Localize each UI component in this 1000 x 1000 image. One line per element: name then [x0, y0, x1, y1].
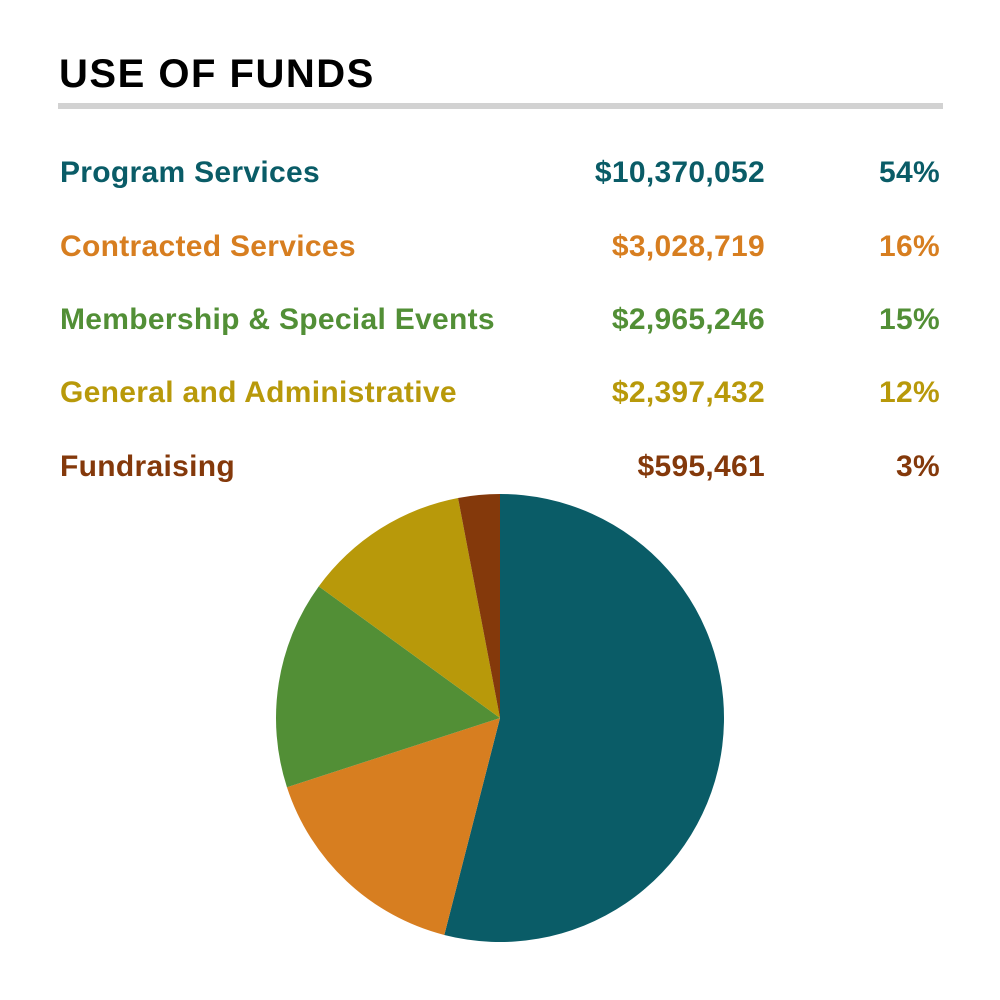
page-title: USE OF FUNDS: [59, 52, 375, 96]
category-label: General and Administrative: [60, 376, 457, 409]
title-divider: [58, 103, 943, 109]
pie-slice-2: [275, 586, 500, 788]
percent-value: 12%: [879, 376, 940, 409]
amount-value: $2,965,246: [611, 303, 765, 336]
category-label: Membership & Special Events: [60, 303, 495, 336]
pie-slice-4: [458, 494, 500, 718]
amount-value: $2,397,432: [611, 376, 765, 409]
percent-value: 54%: [879, 156, 940, 189]
category-label: Contracted Services: [60, 230, 356, 263]
percent-value: 16%: [879, 230, 940, 263]
pie-slice-1: [286, 718, 500, 935]
table-row: Fundraising $595,461 3%: [60, 449, 940, 485]
table-row: General and Administrative $2,397,432 12…: [60, 375, 940, 411]
table-row: Contracted Services $3,028,719 16%: [60, 229, 940, 265]
amount-value: $10,370,052: [594, 156, 765, 189]
pie-slice-0: [444, 494, 725, 942]
category-label: Program Services: [60, 156, 320, 189]
pie-slice-3: [318, 497, 500, 718]
category-label: Fundraising: [60, 450, 235, 483]
table-row: Program Services $10,370,052 54%: [60, 155, 940, 191]
funds-table: Program Services $10,370,052 54% Contrac…: [60, 0, 940, 500]
percent-value: 15%: [879, 303, 940, 336]
amount-value: $595,461: [637, 450, 765, 483]
amount-value: $3,028,719: [611, 230, 765, 263]
table-row: Membership & Special Events $2,965,246 1…: [60, 302, 940, 338]
percent-value: 3%: [896, 450, 940, 483]
